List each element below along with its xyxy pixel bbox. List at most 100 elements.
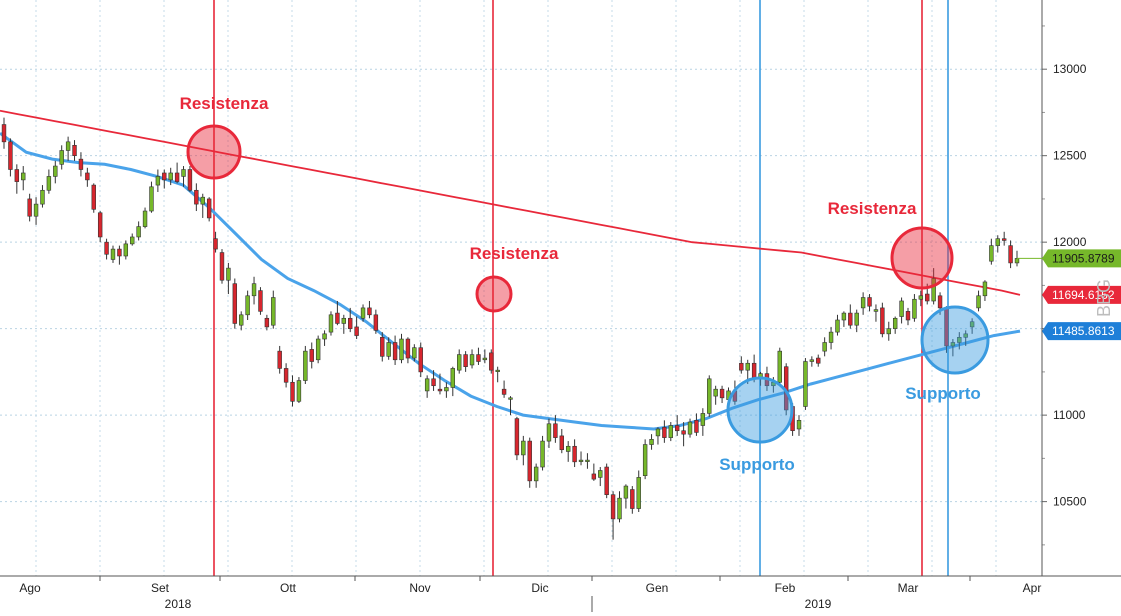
x-tick-label: Feb: [775, 581, 796, 595]
resistance-label: Resistenza: [180, 94, 269, 113]
candle-up: [566, 445, 571, 452]
candle-up: [424, 378, 430, 392]
candle-down: [174, 172, 180, 182]
candle-up: [341, 317, 347, 324]
moving-average-lines: [0, 109, 1021, 431]
candle-down: [78, 158, 84, 170]
value-badge: [1042, 285, 1121, 304]
candle-down: [501, 388, 507, 395]
candle-up: [315, 338, 321, 361]
value-badge: [1042, 322, 1121, 341]
candle-up: [1014, 258, 1020, 264]
candle-up: [957, 336, 962, 343]
x-tick-label: Ott: [280, 581, 297, 595]
candle-up: [578, 459, 584, 462]
candle-up: [399, 338, 404, 361]
candle-up: [912, 298, 917, 319]
candle-down: [662, 426, 667, 438]
candle-up: [40, 189, 45, 205]
candle-up: [482, 357, 488, 361]
candle-down: [431, 378, 436, 387]
candle-up: [110, 248, 116, 260]
candle-up: [53, 165, 58, 177]
candle-up: [828, 331, 834, 343]
candle-down: [290, 381, 295, 402]
chart-grid: [0, 0, 1042, 576]
candle-up: [33, 203, 39, 217]
x-tick-label: Apr: [1023, 581, 1042, 595]
resistance-circle: [890, 226, 954, 290]
candle-up: [841, 312, 847, 321]
candle-up: [655, 428, 661, 437]
candle-up: [995, 238, 1000, 246]
candle-up: [598, 470, 603, 478]
candle-up: [668, 425, 673, 438]
candle-up: [450, 368, 455, 388]
resistance-label: Resistenza: [470, 244, 559, 263]
candle-down: [232, 283, 238, 324]
candle-up: [457, 354, 462, 371]
candle-up: [149, 186, 154, 212]
candle-up: [745, 362, 750, 371]
candle-down: [937, 295, 943, 309]
candle-up: [649, 439, 654, 445]
candle-up: [623, 485, 629, 499]
candle-up: [873, 309, 879, 312]
candle-down: [392, 342, 398, 361]
candle-up: [892, 317, 898, 329]
ma-short-line: [0, 131, 1021, 431]
candle-down: [14, 169, 20, 182]
candle-up: [860, 297, 866, 309]
candle-down: [264, 317, 270, 328]
candle-down: [867, 297, 872, 307]
support-circle: [726, 376, 794, 444]
candle-up: [777, 350, 782, 383]
candle-up: [412, 347, 417, 359]
candle-up: [130, 236, 135, 245]
candle-up: [226, 267, 231, 281]
candle-up: [46, 176, 52, 191]
candle-down: [380, 336, 385, 357]
value-badge: [1042, 249, 1121, 268]
candle-up: [251, 283, 257, 297]
resistance-circle: [186, 124, 242, 180]
resistance-circle: [475, 275, 513, 313]
candle-up: [386, 342, 391, 357]
value-badge-label: 11905.8789: [1052, 251, 1115, 265]
candle-up: [360, 307, 366, 319]
candle-down: [219, 252, 225, 281]
candle-up: [969, 321, 975, 328]
x-tick-label: Mar: [898, 581, 919, 595]
candle-down: [463, 354, 468, 368]
candle-down: [335, 312, 340, 324]
candles: [1, 117, 1020, 540]
candle-down: [630, 489, 635, 509]
candle-down: [489, 352, 494, 371]
candle-up: [296, 380, 302, 402]
candle-down: [27, 198, 32, 217]
candle-down: [277, 350, 282, 369]
candle-down: [739, 362, 744, 371]
candle-down: [476, 354, 481, 362]
candle-down: [418, 347, 423, 373]
value-badge-label: 11485.8613: [1052, 324, 1115, 338]
candle-up: [495, 369, 500, 372]
candle-up: [707, 378, 712, 414]
candle-down: [1001, 238, 1007, 241]
candle-up: [899, 300, 904, 317]
candle-down: [206, 198, 212, 219]
candle-down: [694, 420, 699, 433]
candle-down: [553, 423, 558, 438]
x-tick-label: Gen: [646, 581, 669, 595]
y-tick-label: 12500: [1053, 149, 1087, 163]
candle-up: [239, 314, 244, 326]
candle-down: [848, 312, 853, 326]
candle-up: [303, 350, 308, 381]
y-tick-label: 11000: [1053, 408, 1086, 422]
candle-up: [835, 319, 840, 333]
annotation-circles: [186, 124, 990, 444]
candle-down: [187, 169, 193, 191]
candle-up: [700, 413, 706, 426]
